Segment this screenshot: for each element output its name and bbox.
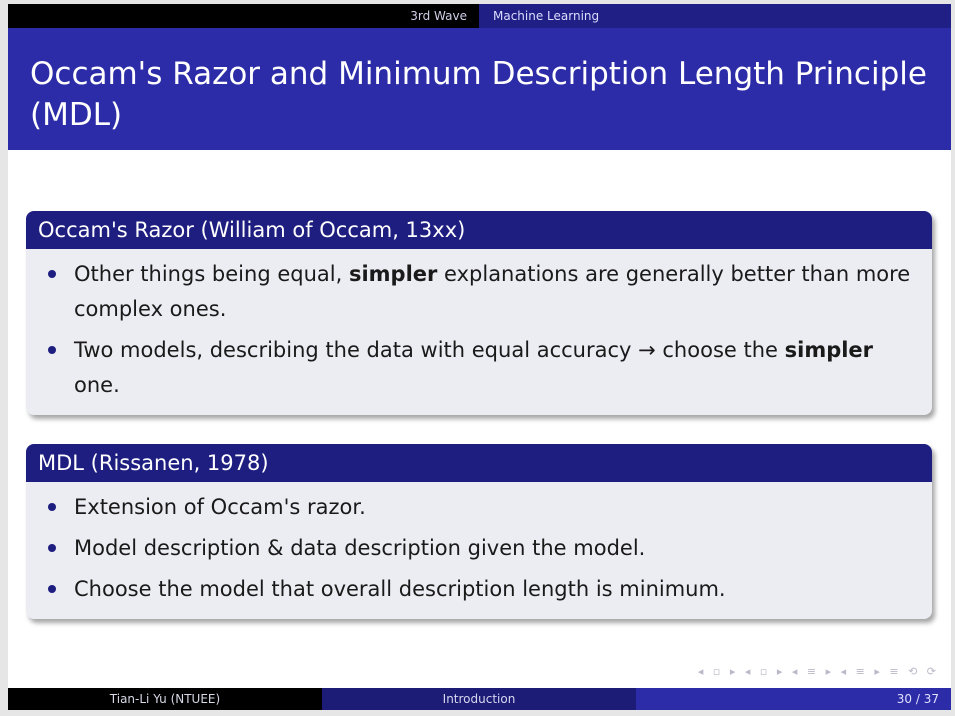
bullet-icon — [48, 346, 56, 354]
bullet-icon — [48, 270, 56, 278]
bullet-icon — [48, 503, 56, 511]
bullet-icon — [48, 544, 56, 552]
block-body: Extension of Occam's razor. Model descri… — [26, 482, 932, 619]
nav-section-label[interactable]: 3rd Wave — [410, 9, 467, 23]
block-title: Occam's Razor (William of Occam, 13xx) — [26, 211, 932, 249]
list-item: Extension of Occam's razor. — [48, 490, 918, 525]
footer-topic: Introduction — [322, 688, 636, 710]
item-text: Other things being equal, — [74, 262, 349, 286]
item-text: Two models, describing the data with equ… — [74, 338, 785, 362]
footer: Tian-Li Yu (NTUEE) Introduction 30 / 37 — [8, 688, 951, 710]
list-item: Two models, describing the data with equ… — [48, 333, 918, 403]
item-text: one. — [74, 373, 120, 397]
item-emphasis: simpler — [348, 262, 438, 286]
item-text: Choose the model that overall descriptio… — [74, 577, 726, 601]
item-emphasis: simpler — [784, 338, 874, 362]
item-text: explanations are generally better than m… — [74, 262, 911, 321]
item-text: Extension of Occam's razor. — [74, 495, 366, 519]
nav-subsection-label[interactable]: Machine Learning — [493, 9, 600, 23]
nav-subsection[interactable]: Machine Learning — [479, 4, 951, 28]
item-text: Model description & data description giv… — [74, 536, 646, 560]
block-body: Other things being equal, simpler explan… — [26, 249, 932, 415]
bullet-icon — [48, 585, 56, 593]
section-navigation: 3rd Wave Machine Learning — [8, 4, 951, 28]
slide-title: Occam's Razor and Minimum Description Le… — [8, 28, 951, 150]
block-title: MDL (Rissanen, 1978) — [26, 444, 932, 482]
occams-razor-block: Occam's Razor (William of Occam, 13xx) O… — [26, 211, 932, 415]
footer-author: Tian-Li Yu (NTUEE) — [8, 688, 322, 710]
list-item: Choose the model that overall descriptio… — [48, 572, 918, 607]
footer-page-number: 30 / 37 — [636, 688, 951, 710]
mdl-block: MDL (Rissanen, 1978) Extension of Occam'… — [26, 444, 932, 619]
nav-section[interactable]: 3rd Wave — [8, 4, 479, 28]
list-item: Model description & data description giv… — [48, 531, 918, 566]
beamer-navigation-icons[interactable]: ◂ ▫ ▸ ◂ ▫ ▸ ◂ ≡ ▸ ◂ ≡ ▸ ≡ ⟲ ⟳ — [697, 665, 939, 678]
slide: 3rd Wave Machine Learning Occam's Razor … — [8, 4, 951, 710]
list-item: Other things being equal, simpler explan… — [48, 257, 918, 327]
